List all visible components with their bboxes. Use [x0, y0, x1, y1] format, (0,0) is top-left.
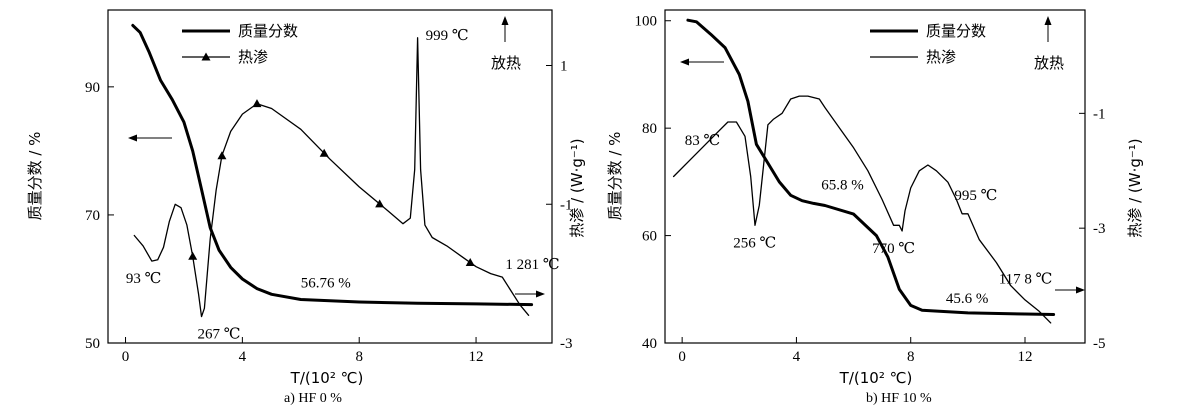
series-line-mass-fraction: [131, 23, 534, 307]
data-annotation: 65.8 %: [821, 177, 864, 193]
y-left-tick-label: 50: [85, 336, 100, 352]
legend-label: 热渗: [926, 48, 956, 66]
exotherm-arrow-head: [501, 16, 509, 25]
data-annotation: 267 ℃: [198, 327, 241, 343]
plot-frame: [664, 9, 1086, 344]
panel-caption: a) HF 0 %: [284, 391, 342, 406]
y-right-tick-label: -3: [560, 336, 573, 352]
series-marker-triangle: [188, 251, 198, 260]
legend-label: 热渗: [238, 48, 268, 66]
right-axis-arrow-head: [1076, 286, 1085, 294]
left-axis-arrow-head: [128, 134, 137, 142]
series-marker-triangle: [375, 199, 385, 208]
x-tick-label: 0: [122, 349, 130, 365]
legend-label: 质量分数: [926, 22, 986, 40]
x-tick-label: 8: [907, 349, 915, 365]
x-tick-label: 0: [678, 349, 686, 365]
exotherm-label: 放热: [491, 54, 521, 72]
x-axis-label: T/(10² ℃): [839, 369, 913, 387]
left-axis-arrow-head: [680, 58, 689, 66]
exotherm-label: 放热: [1034, 54, 1064, 72]
legend-marker-triangle: [201, 52, 211, 61]
x-tick-label: 4: [793, 349, 801, 365]
data-annotation: 995 ℃: [954, 188, 997, 204]
y-left-tick-label: 40: [642, 336, 657, 352]
data-annotation: 117 8 ℃: [999, 271, 1053, 287]
series-marker-triangle: [217, 151, 227, 160]
legend-label: 质量分数: [238, 22, 298, 40]
data-annotation: 1 281 ℃: [505, 257, 559, 273]
data-annotation: 999 ℃: [426, 28, 469, 44]
y-right-tick-label: -3: [1093, 221, 1106, 237]
y-left-axis-label: 质量分数 / %: [26, 132, 44, 221]
data-annotation: 56.76 %: [301, 275, 351, 291]
series-marker-triangle: [252, 99, 262, 108]
right-axis-arrow-head: [536, 290, 545, 298]
data-annotation: 770 ℃: [872, 241, 915, 257]
x-tick-label: 12: [469, 349, 484, 365]
exotherm-arrow-head: [1044, 16, 1052, 25]
y-left-tick-label: 80: [642, 121, 657, 137]
y-left-tick-label: 60: [642, 229, 657, 245]
x-tick-label: 12: [1018, 349, 1033, 365]
data-annotation: 256 ℃: [733, 235, 776, 251]
data-annotation: 45.6 %: [946, 291, 989, 307]
y-right-tick-label: -5: [1093, 336, 1106, 352]
x-tick-label: 4: [239, 349, 247, 365]
series-line-heat-flow: [133, 37, 530, 318]
chart-panel-b: 0 4 8 12 40 60 80 100 -5 -3 -1 T/(10² ℃) b) HF 10 % 质…: [606, 9, 1144, 406]
series-marker-triangle: [465, 258, 475, 267]
y-left-tick-label: 90: [85, 80, 100, 96]
series-line-mass-fraction: [686, 18, 1056, 316]
data-annotation: 93 ℃: [126, 271, 162, 287]
y-left-tick-label: 100: [635, 14, 658, 30]
x-tick-label: 8: [355, 349, 363, 365]
y-left-axis-label: 质量分数 / %: [606, 132, 624, 221]
series-marker-triangle: [319, 148, 329, 157]
x-axis-label: T/(10² ℃): [290, 369, 364, 387]
y-right-axis-label: 热渗 / (W·g⁻¹): [568, 138, 586, 237]
chart-panel-a: 0 4 8 12 50 70 90 -3 -1 1 T/(10² ℃) a) HF 0 % 质量分数 /…: [26, 9, 586, 406]
y-right-axis-label: 热渗 / (W·g⁻¹): [1126, 138, 1144, 237]
series-line-heat-flow: [672, 95, 1052, 324]
data-annotation: 83 ℃: [685, 133, 721, 149]
plot-frame: [107, 9, 553, 344]
panel-caption: b) HF 10 %: [866, 391, 932, 406]
y-right-tick-label: 1: [560, 59, 568, 75]
y-right-tick-label: -1: [1093, 106, 1106, 122]
y-right-tick-label: -1: [560, 197, 573, 213]
y-left-tick-label: 70: [85, 208, 100, 224]
